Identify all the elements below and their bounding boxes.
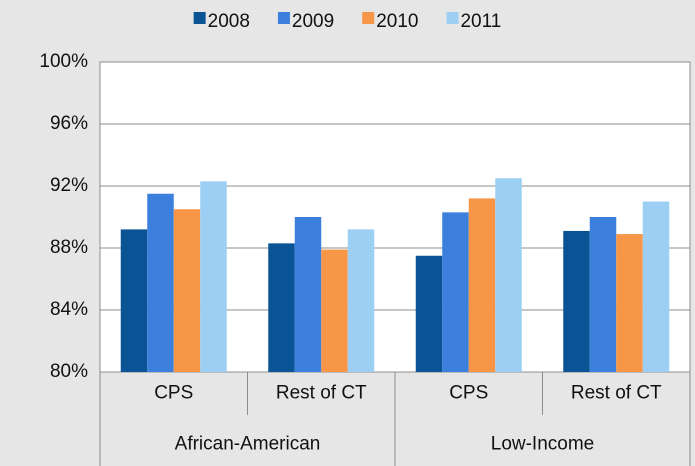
y-tick-label: 92% [50,175,88,196]
legend-swatch [446,12,459,24]
y-tick-label: 100% [39,51,88,72]
bar [589,217,617,372]
x-tick-label: Rest of CT [571,383,662,404]
bar [147,193,174,372]
x-group-label: African-American [175,434,321,455]
bar [642,201,670,372]
x-tick-label: Rest of CT [276,383,367,404]
x-group-label: Low-Income [491,434,595,455]
bar [120,229,148,372]
legend-label: 2011 [460,11,501,32]
bar [563,230,590,372]
legend-swatch [193,12,206,24]
bar [200,181,227,372]
y-tick-label: 80% [50,361,88,382]
legend-label: 2010 [376,11,418,32]
bar [321,249,348,372]
y-tick-label: 96% [50,113,88,134]
bar [347,229,375,372]
x-tick-label: CPS [449,383,488,404]
bar [442,212,469,372]
y-tick-label: 84% [50,299,88,320]
bar [268,243,295,372]
y-tick-label: 88% [50,237,88,258]
bar [173,209,201,372]
bar [294,217,322,372]
legend-swatch [277,12,290,24]
x-tick-label: CPS [154,383,193,404]
legend-label: 2008 [208,11,250,32]
bar [616,234,643,372]
bar [495,178,522,372]
legend-swatch [362,12,375,24]
bar [415,255,443,372]
legend-label: 2009 [292,11,334,32]
bar [468,198,496,372]
